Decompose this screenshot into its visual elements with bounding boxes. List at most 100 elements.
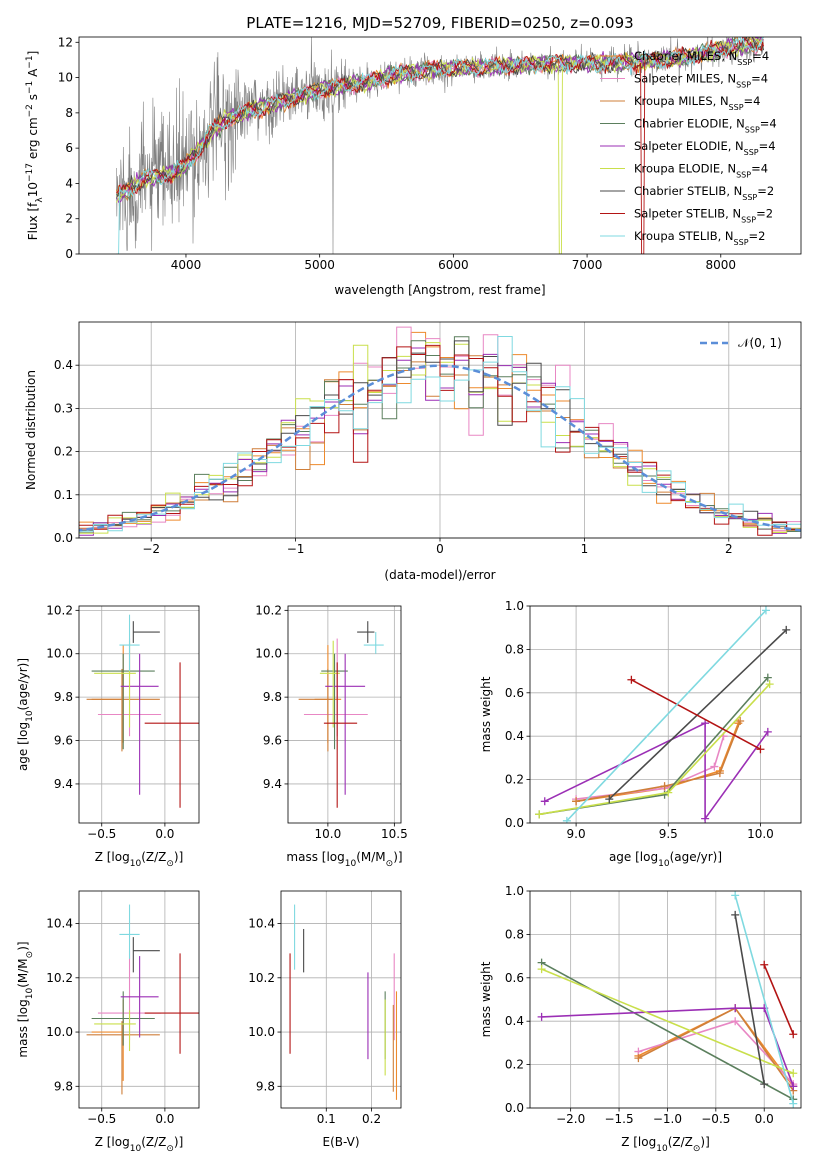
weight-marker bbox=[535, 810, 544, 819]
legend-sub: SSP bbox=[742, 193, 757, 202]
y-tick-label: 10.4 bbox=[248, 917, 275, 931]
x-axis-label-part: 10 bbox=[658, 859, 670, 869]
legend-tail: =2 bbox=[749, 229, 766, 243]
y-axis-label: age [log10(age/yr)] bbox=[16, 658, 35, 771]
y-tick-label: 0.4 bbox=[505, 1014, 524, 1028]
weight-marker bbox=[540, 797, 549, 806]
legend-entry: Kroupa MILES, NSSP=4 bbox=[634, 94, 760, 112]
x-axis-label-part: 10 bbox=[130, 859, 142, 869]
y-tick-label: 10.2 bbox=[255, 603, 282, 617]
chart-residuals: −2 −1 0 1 2 0.0 0.1 0.2 0.3 0.4 𝒩(0, 1) Normed dist… bbox=[24, 321, 802, 582]
axes-frame bbox=[287, 605, 402, 824]
chart-title: PLATE=1216, MJD=52709, FIBERID=0250, z=0… bbox=[246, 14, 633, 32]
y-tick-label: 0.6 bbox=[505, 686, 524, 700]
x-tick-label: 0.0 bbox=[155, 827, 174, 841]
weight-marker bbox=[756, 745, 765, 754]
y-axis-label-part: ⊙ bbox=[25, 951, 35, 959]
x-tick-label: 10.5 bbox=[381, 827, 408, 841]
legend-sub: SSP bbox=[736, 80, 751, 89]
plot-area bbox=[298, 621, 384, 808]
y-axis-label-part: A bbox=[26, 68, 40, 81]
y-axis-label-part: s bbox=[26, 94, 40, 104]
plot-area bbox=[537, 891, 798, 1108]
chart-age-vs-mass: 10.0 10.5 9.4 9.6 9.8 10.0 10.2 mass [log10(M/M… bbox=[255, 603, 407, 869]
weight-line bbox=[544, 721, 769, 822]
y-tick-label: 10.2 bbox=[46, 971, 73, 985]
y-tick-label: 10.0 bbox=[255, 647, 282, 661]
weight-marker bbox=[660, 782, 669, 791]
y-axis-label-part: 10 bbox=[25, 988, 35, 1000]
y-axis-label-part: )] bbox=[16, 941, 30, 950]
weight-marker bbox=[731, 891, 740, 900]
x-tick-label: 10.0 bbox=[315, 827, 342, 841]
legend-entry: Chabrier MILES, NSSP=4 bbox=[634, 49, 769, 67]
y-tick-label: 0.8 bbox=[505, 642, 524, 656]
legend-tail: =2 bbox=[757, 184, 774, 198]
y-tick-label: 0.0 bbox=[54, 531, 73, 545]
x-tick-label: −2 bbox=[142, 542, 160, 556]
weight-marker bbox=[760, 960, 769, 969]
x-axis-label-part: 10 bbox=[656, 1144, 668, 1154]
weight-marker bbox=[701, 719, 710, 728]
x-axis-label: Z [log10(Z/Z⊙)] bbox=[621, 1135, 710, 1154]
weight-line bbox=[566, 609, 767, 822]
y-tick-label: 9.6 bbox=[54, 734, 73, 748]
legend-name: Kroupa MILES, N bbox=[634, 94, 729, 108]
weight-marker bbox=[562, 816, 571, 823]
x-axis-label-part: age [log bbox=[609, 850, 658, 864]
normal-curve bbox=[79, 364, 801, 532]
y-axis-label: mass [log10(M/M⊙)] bbox=[16, 941, 35, 1057]
legend-sub: SSP bbox=[744, 148, 759, 157]
weight-marker bbox=[763, 673, 772, 682]
x-axis-label-part: ⊙ bbox=[693, 1144, 701, 1154]
x-axis-label-part: (Z/Z bbox=[141, 1135, 166, 1149]
x-tick-label: 0.2 bbox=[362, 1112, 381, 1126]
x-tick-label: 5000 bbox=[304, 258, 335, 272]
weight-line bbox=[539, 677, 769, 816]
y-tick-label: 10.0 bbox=[248, 1025, 275, 1039]
weight-marker bbox=[731, 1017, 740, 1026]
weight-marker bbox=[710, 762, 719, 771]
x-axis-label-part: ⊙ bbox=[166, 1144, 174, 1154]
weight-marker bbox=[572, 797, 581, 806]
y-tick-label: 1.0 bbox=[505, 884, 524, 898]
plot-area bbox=[86, 614, 199, 808]
y-axis-label-part: −2 bbox=[25, 104, 35, 117]
weight-marker bbox=[761, 606, 770, 615]
model-spectrum bbox=[116, 37, 765, 254]
weight-marker bbox=[789, 1082, 798, 1091]
x-tick-label: 2 bbox=[725, 542, 733, 556]
weight-marker bbox=[789, 1030, 798, 1039]
x-tick-label: −0.5 bbox=[87, 827, 116, 841]
weight-marker bbox=[701, 814, 710, 823]
y-axis-label: mass weight bbox=[479, 676, 493, 752]
weight-line bbox=[576, 735, 725, 800]
x-axis-label-part: Z [log bbox=[621, 1135, 656, 1149]
x-tick-label: −0.5 bbox=[87, 1112, 116, 1126]
chart-age-vs-Z: −0.5 0.09.49.69.810.010.2Z [log10(Z/Z⊙)]a… bbox=[16, 603, 200, 869]
axes-frame bbox=[280, 890, 402, 1109]
x-tick-label: 0.0 bbox=[755, 1112, 774, 1126]
x-tick-label: 10.0 bbox=[747, 827, 774, 841]
legend-tail: =4 bbox=[751, 162, 768, 176]
y-axis-label-part: 10 bbox=[26, 182, 40, 197]
x-axis-label: Z [log10(Z/Z⊙)] bbox=[95, 1135, 184, 1154]
legend-tail: =4 bbox=[751, 72, 768, 86]
weight-marker bbox=[789, 1099, 798, 1108]
x-tick-label: −1.0 bbox=[653, 1112, 682, 1126]
y-tick-label: 10 bbox=[58, 71, 73, 85]
plot-area bbox=[289, 904, 398, 1100]
legend-name: Kroupa STELIB, N bbox=[634, 229, 734, 243]
y-axis-label-part: (age/yr)] bbox=[16, 658, 30, 710]
x-axis-label-part: (M/M bbox=[356, 850, 385, 864]
x-axis-label-part: )] bbox=[174, 1135, 183, 1149]
x-tick-label: 0 bbox=[436, 542, 444, 556]
weight-marker bbox=[760, 1080, 769, 1089]
model-spectrum bbox=[116, 37, 764, 254]
y-tick-label: 10.4 bbox=[46, 917, 73, 931]
y-tick-label: 0.2 bbox=[505, 773, 524, 787]
weight-line bbox=[541, 968, 794, 1075]
y-axis-label-part: −17 bbox=[25, 163, 35, 182]
x-axis-label-part: mass [log bbox=[286, 850, 344, 864]
legend-tail: =4 bbox=[752, 49, 769, 63]
